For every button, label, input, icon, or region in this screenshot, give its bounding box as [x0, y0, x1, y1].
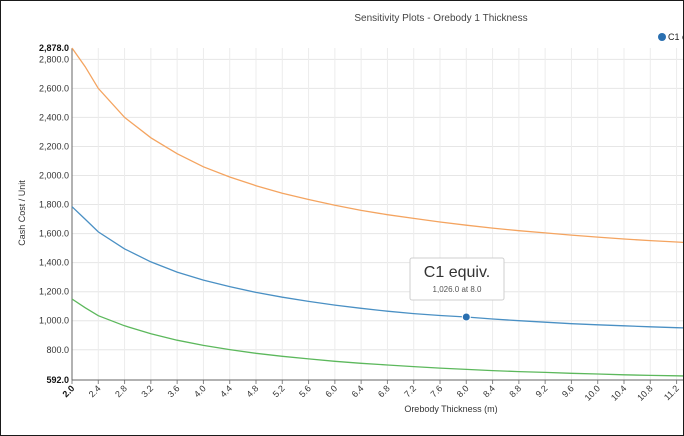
x-tick-label: 9.6	[560, 383, 576, 399]
x-tick-label: 7.6	[428, 383, 444, 399]
x-tick-label: 7.2	[402, 383, 418, 399]
series-line-1[interactable]	[71, 47, 684, 245]
tooltip-box	[409, 257, 505, 301]
legend-marker	[658, 33, 666, 41]
y-tick-label: 800.0	[46, 345, 69, 355]
x-tick-label: 8.8	[507, 383, 523, 399]
x-tick-label: 6.4	[350, 383, 366, 399]
y-tick-label: 1,200.0	[39, 287, 69, 297]
x-tick-label: 5.2	[271, 383, 287, 399]
x-tick-label: 4.0	[192, 383, 208, 399]
y-max-label: 2,878.0	[39, 43, 69, 53]
x-tick-label: 3.6	[166, 383, 182, 399]
y-tick-label: 1,000.0	[39, 316, 69, 326]
tooltip-title: C1 equiv.	[424, 264, 490, 281]
y-axis: 800.0 1,000.0 1,200.0 1,400.0 1,600.0 1,800.0…	[39, 43, 73, 385]
x-tick-label: 3.2	[139, 383, 155, 399]
y-min-label: 592.0	[46, 375, 69, 385]
highlight-layer	[461, 312, 471, 322]
x-axis: 2.0 2.4 2.8 3.2 3.6 4.0 4.4 4.8 5.2 5.6 6.0 6.4 6.8 7…	[60, 379, 683, 403]
tooltip-value: 1,026.0 at 8.0	[433, 285, 482, 294]
series-line-3[interactable]	[71, 298, 684, 377]
x-tick-label: 8.4	[481, 383, 497, 399]
legend[interactable]: C1 e	[658, 32, 684, 42]
y-axis-title: Cash Cost / Unit	[17, 180, 27, 246]
y-tick-label: 2,000.0	[39, 171, 69, 181]
x-tick-label: 8.0	[455, 383, 471, 399]
x-tick-label: 6.8	[376, 383, 392, 399]
x-tick-label: 2.0	[60, 383, 76, 399]
y-tick-label: 1,400.0	[39, 258, 69, 268]
y-tick-label: 2,200.0	[39, 141, 69, 151]
x-tick-label: 4.8	[244, 383, 260, 399]
y-tick-label: 1,600.0	[39, 229, 69, 239]
y-tick-label: 2,400.0	[39, 112, 69, 122]
series-line-2[interactable]	[71, 206, 684, 329]
x-axis-title: Orebody Thickness (m)	[404, 404, 497, 414]
x-tick-label: 11.2	[662, 383, 681, 402]
x-tick-label: 5.6	[297, 383, 313, 399]
x-tick-label: 10.4	[609, 383, 628, 402]
y-tick-label: 2,800.0	[39, 54, 69, 64]
legend-label: C1 e	[668, 32, 684, 42]
chart-title: Sensitivity Plots - Orebody 1 Thickness	[354, 13, 527, 24]
grid	[71, 48, 683, 380]
x-tick-label: 10.8	[635, 383, 654, 402]
x-tick-label: 4.4	[218, 383, 234, 399]
y-tick-label: 1,800.0	[39, 200, 69, 210]
x-tick-label: 2.8	[113, 383, 129, 399]
y-tick-label: 2,600.0	[39, 83, 69, 93]
x-tick-label: 6.0	[323, 383, 339, 399]
tooltip: C1 equiv. 1,026.0 at 8.0	[409, 257, 505, 301]
x-tick-label: 2.4	[87, 383, 103, 399]
highlight-point[interactable]	[461, 312, 471, 322]
x-tick-label: 9.2	[534, 383, 550, 399]
series-layer	[71, 47, 684, 377]
x-tick-label: 10.0	[583, 383, 602, 402]
